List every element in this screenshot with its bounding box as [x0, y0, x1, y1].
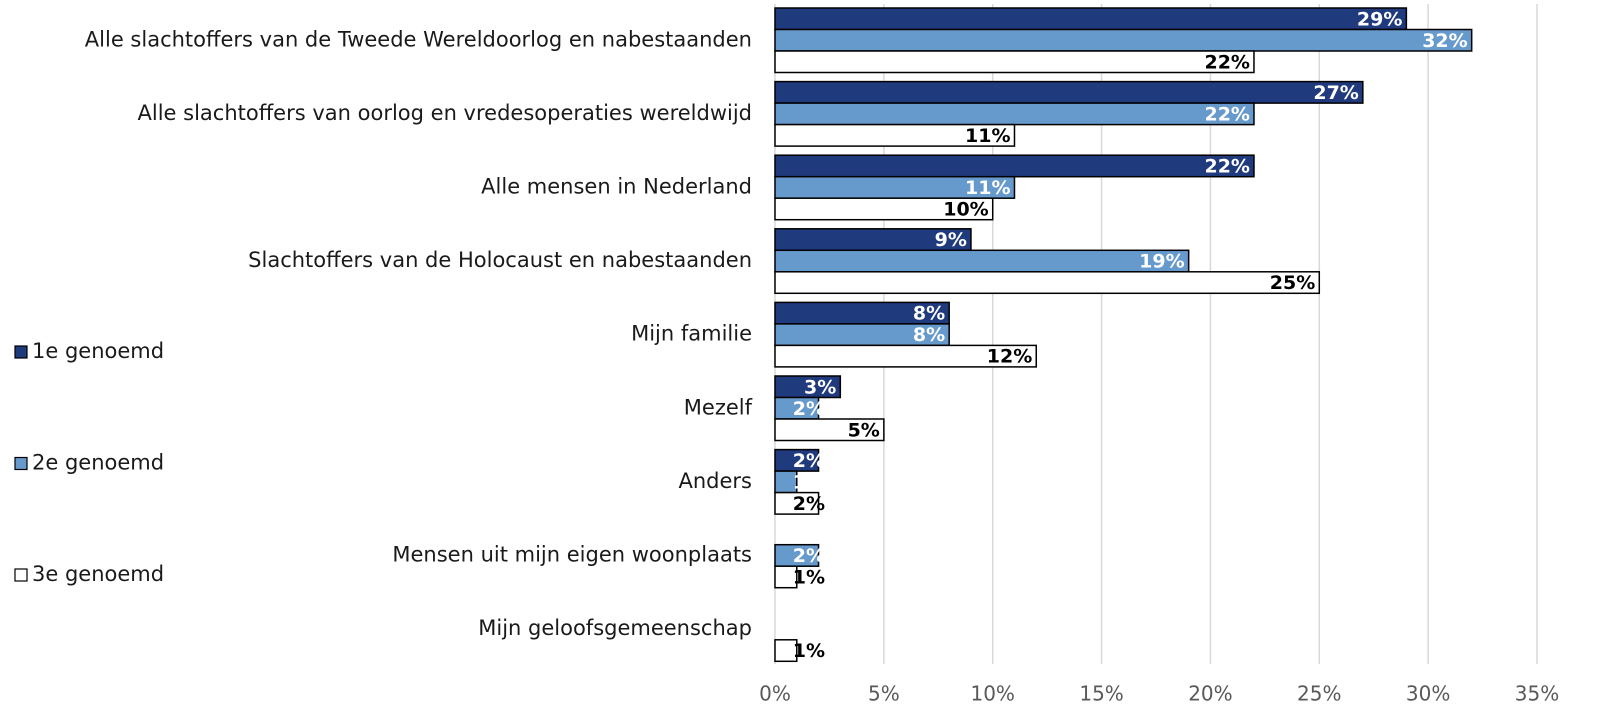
x-tick-label: 0%: [759, 682, 791, 706]
data-label: 2%: [793, 450, 825, 472]
data-label: 2%: [793, 545, 825, 567]
data-label: 2%: [793, 493, 825, 515]
data-label: 5%: [848, 419, 880, 441]
bar: [774, 28, 1473, 52]
category-label: Alle mensen in Nederland: [481, 174, 752, 198]
data-label: 11%: [965, 177, 1010, 199]
bar: [774, 418, 885, 442]
x-tick-label: 10%: [970, 682, 1014, 706]
bar: [774, 50, 1255, 74]
data-label: 22%: [1204, 155, 1249, 177]
bar: [774, 491, 820, 515]
data-label: 2%: [793, 398, 825, 420]
bar: [774, 80, 1364, 104]
category-label: Alle slachtoffers van de Tweede Wereldoo…: [85, 27, 752, 51]
legend-swatch: [14, 345, 28, 359]
x-tick-label: 30%: [1406, 682, 1450, 706]
data-label: 1%: [793, 566, 825, 588]
data-label: 11%: [965, 125, 1010, 147]
bar: [774, 154, 1255, 178]
data-label: 12%: [987, 346, 1032, 368]
bar: [774, 123, 1016, 147]
data-label: 10%: [943, 198, 988, 220]
bar: [774, 7, 1408, 31]
legend-swatch: [14, 568, 28, 582]
category-label: Mensen uit mijn eigen woonplaats: [392, 542, 752, 566]
legend-swatch: [14, 456, 28, 471]
x-tick-label: 20%: [1188, 682, 1232, 706]
data-label: 1%: [793, 471, 825, 493]
legend-label: 3e genoemd: [32, 562, 164, 586]
category-label: Slachtoffers van de Holocaust en nabesta…: [248, 248, 752, 272]
data-label: 27%: [1313, 82, 1358, 104]
data-label: 22%: [1204, 103, 1249, 125]
category-label: Anders: [679, 469, 753, 493]
data-label: 19%: [1139, 251, 1184, 273]
category-label: Mezelf: [684, 395, 753, 419]
legend-label: 1e genoemd: [32, 339, 164, 363]
data-label: 8%: [913, 303, 945, 325]
bar: [774, 565, 798, 589]
data-label: 32%: [1422, 30, 1467, 52]
category-label: Mijn familie: [631, 322, 752, 346]
legend-label: 2e genoemd: [32, 451, 164, 475]
bar: [774, 271, 1321, 295]
x-tick-label: 35%: [1515, 682, 1559, 706]
data-label: 25%: [1270, 272, 1315, 294]
bar: [774, 249, 1190, 273]
data-label: 22%: [1204, 51, 1249, 73]
data-label: 1%: [793, 640, 825, 662]
bar: [774, 639, 798, 663]
data-label: 8%: [913, 324, 945, 346]
bar: [774, 344, 1038, 368]
data-label: 9%: [935, 229, 967, 251]
data-label: 3%: [804, 376, 836, 398]
x-tick-label: 15%: [1079, 682, 1123, 706]
data-label: 29%: [1357, 8, 1402, 30]
bar: [774, 197, 994, 221]
x-tick-label: 25%: [1297, 682, 1341, 706]
category-label: Mijn geloofsgemeenschap: [478, 616, 752, 640]
x-tick-label: 5%: [868, 682, 900, 706]
bar: [774, 102, 1255, 126]
category-label: Alle slachtoffers van oorlog en vredesop…: [138, 101, 753, 125]
